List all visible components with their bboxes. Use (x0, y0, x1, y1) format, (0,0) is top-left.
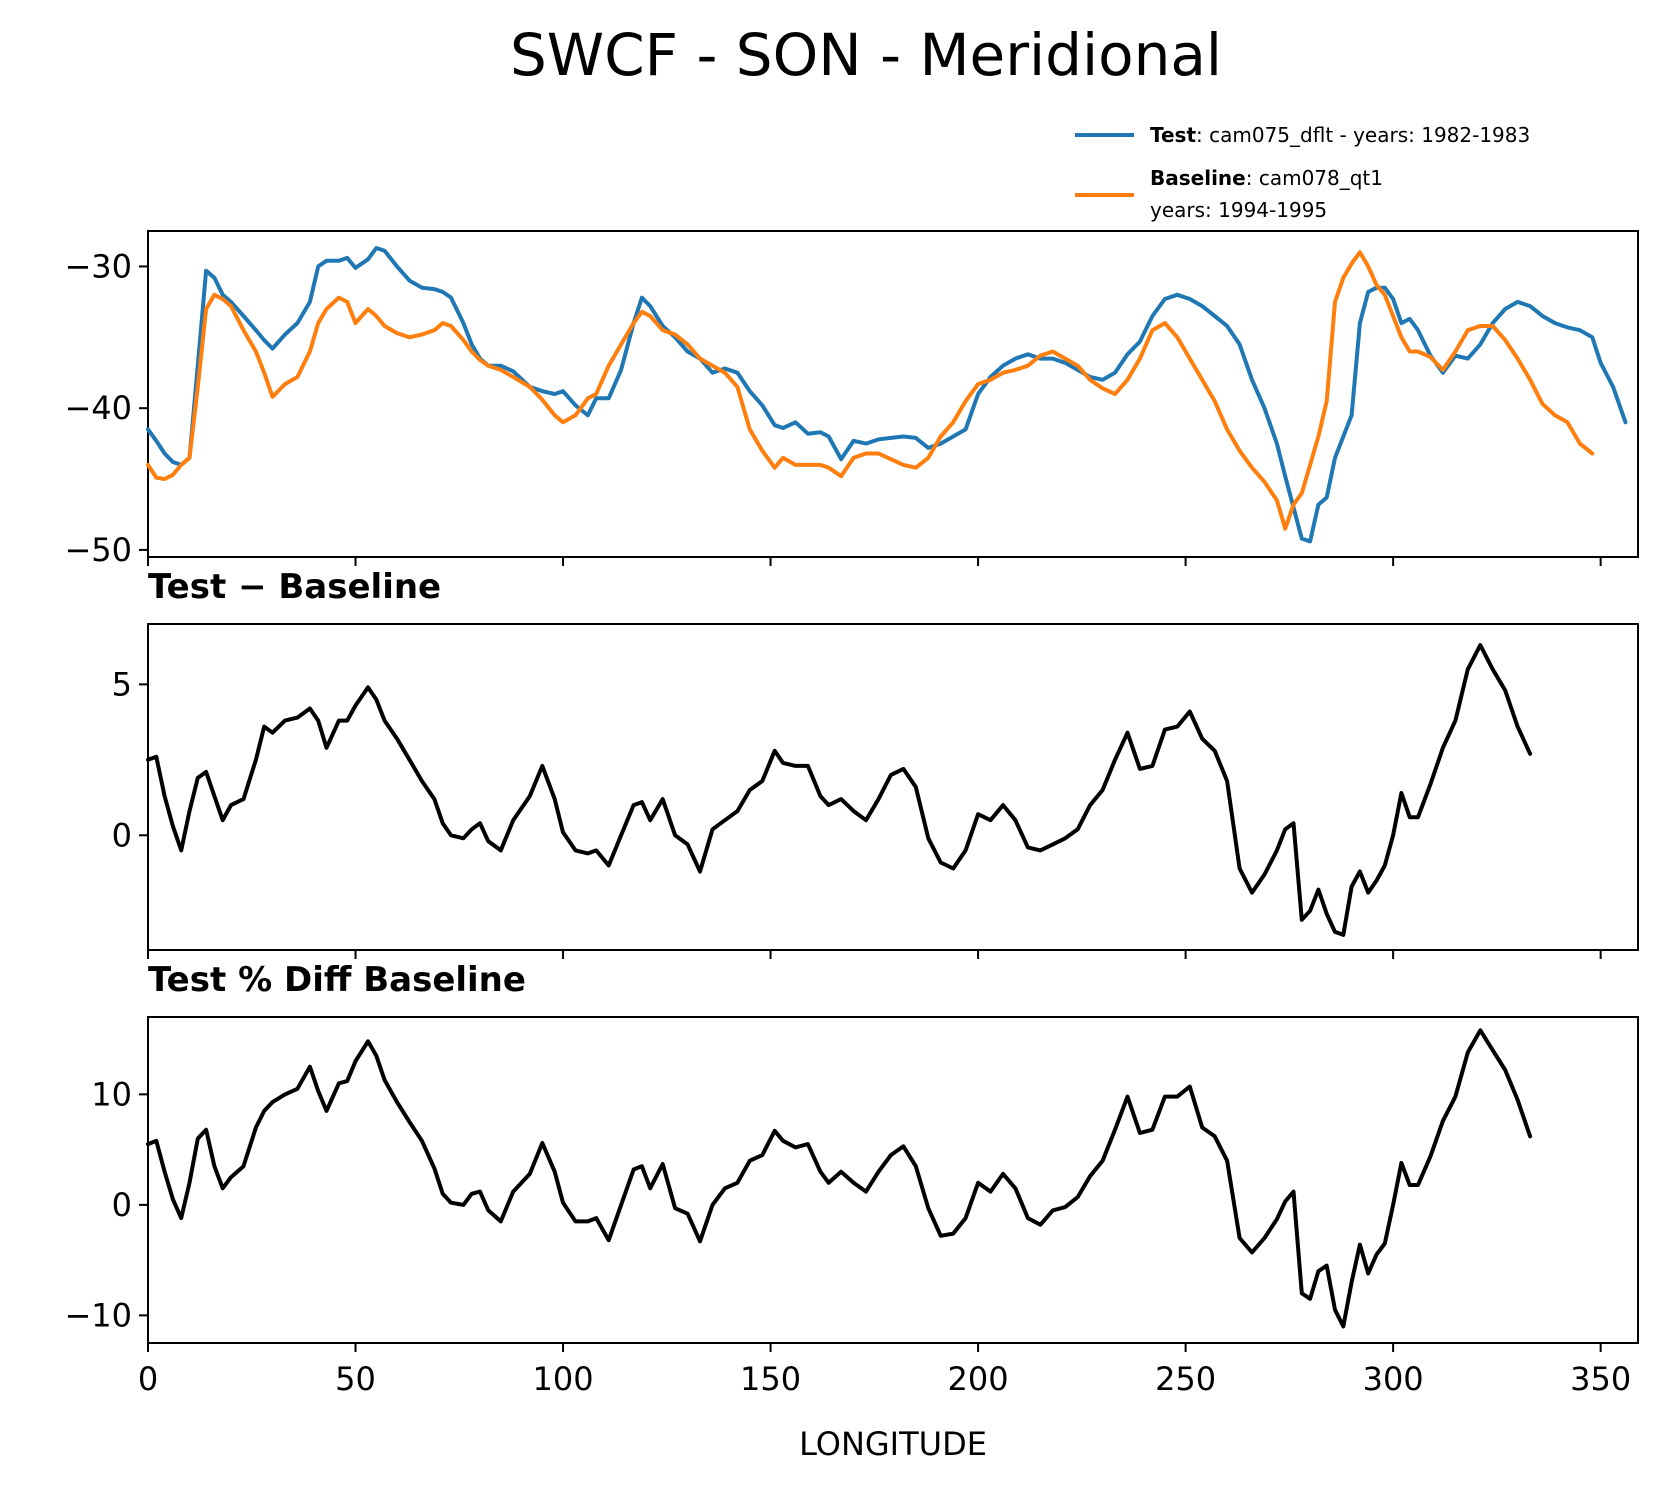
legend-baseline-bold: Baseline (1150, 166, 1246, 190)
series-line-baseline (146, 250, 1595, 531)
x-tick-label: 50 (335, 1360, 376, 1398)
y-tick-label: −50 (64, 531, 132, 569)
x-tick-label: 250 (1155, 1360, 1216, 1398)
x-tick-label: 200 (948, 1360, 1009, 1398)
panel-values: −30 −40 −50 (64, 230, 1639, 569)
legend-baseline-years: years: 1994-1995 (1150, 198, 1327, 222)
panel-values-frame (147, 230, 1639, 558)
series-line-test-baseline (146, 643, 1533, 937)
legend-baseline-text: : cam078_qt1 (1246, 166, 1383, 190)
panel-difference-frame (147, 623, 1639, 951)
x-tick-label: 350 (1570, 1360, 1631, 1398)
legend-baseline-label: Baseline: cam078_qt1 (1150, 166, 1383, 190)
series-line-test-diff-baseline (146, 1028, 1533, 1329)
x-tick-label: 150 (740, 1360, 801, 1398)
legend-test-label: Test: cam075_dflt - years: 1982-1983 (1150, 123, 1530, 147)
legend: Test: cam075_dflt - years: 1982-1983 Bas… (1075, 123, 1530, 222)
y-tick-label: −40 (64, 389, 132, 427)
x-tick-label: 100 (533, 1360, 594, 1398)
panel-percent-diff-plot: 10 0 −10 (64, 1028, 1602, 1352)
legend-test-bold: Test (1150, 123, 1196, 147)
x-tick-label: 300 (1363, 1360, 1424, 1398)
x-axis-ticks: 0 50 100 150 200 250 300 350 (138, 1360, 1631, 1398)
x-axis-label: LONGITUDE (799, 1425, 987, 1463)
legend-test-text: : cam075_dflt - years: 1982-1983 (1196, 123, 1530, 147)
y-tick-label: 5 (112, 665, 132, 703)
y-tick-label: 10 (91, 1075, 132, 1113)
y-tick-label: −30 (64, 247, 132, 285)
panel-percent-diff-frame (147, 1016, 1639, 1344)
y-tick-label: 0 (112, 816, 132, 854)
y-tick-label: −10 (64, 1296, 132, 1334)
panel-difference: Test − Baseline 50 (112, 567, 1639, 959)
x-tick-label: 0 (138, 1360, 158, 1398)
y-tick-label: 0 (112, 1186, 132, 1224)
chart-title: SWCF - SON - Meridional (510, 21, 1222, 89)
panel-percent-diff: Test % Diff Baseline 10 0 −10 (64, 960, 1639, 1352)
series-line-test (146, 246, 1628, 544)
panel-difference-title: Test − Baseline (148, 567, 441, 607)
panel-percent-diff-title: Test % Diff Baseline (148, 960, 526, 1000)
panel-values-plot: −30 −40 −50 (64, 246, 1628, 569)
panel-difference-plot: 50 (112, 643, 1602, 959)
